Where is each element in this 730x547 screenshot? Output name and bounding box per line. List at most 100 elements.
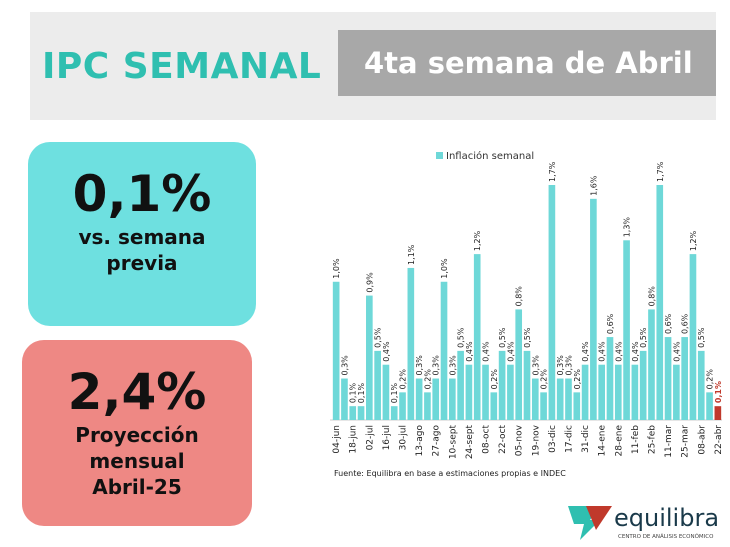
bar [598,364,605,420]
bar [714,406,722,420]
card: 0,1% vs. semana previa [28,142,256,326]
x-tick-label: 27-ago [432,425,442,457]
card-label: vs. semana previa [28,224,256,276]
bar [449,378,456,420]
x-tick-label: 30-jul [399,425,409,450]
value-label: 1,3% [623,217,632,238]
line: Proyección [75,423,199,447]
x-tick-label: 13-ago [415,425,425,457]
value-label: 1,2% [689,230,698,251]
value-label: 0,2% [399,369,408,390]
bar [606,337,614,420]
value-label: 1,2% [473,230,482,251]
logo-name: equilibra [614,504,719,532]
x-tick-label: 31-dic [581,425,591,453]
bar [440,281,448,420]
bar [540,392,547,420]
bar [523,350,531,420]
value-label: 1,1% [407,244,416,265]
value-label: 0,1% [349,382,358,403]
value-label: 0,1% [357,382,366,403]
bar [399,392,406,420]
legend-swatch [436,152,443,159]
bar [432,378,440,420]
bar [590,198,597,420]
bar [548,185,556,420]
line: vs. semana [78,225,206,249]
value-label: 0,5% [498,327,507,348]
card-value: 0,1% [72,165,212,223]
x-tick-label: 25-mar [681,425,691,458]
bar [415,378,423,420]
bar [614,364,622,420]
title: IPC SEMANAL [42,46,322,87]
bar [565,378,572,420]
bar [581,364,589,420]
x-tick-label: 18-jun [349,425,359,454]
x-tick-label: 10-sept [448,425,458,460]
value-label: 0,4% [598,341,607,362]
bar [374,350,381,420]
value-label: 0,4% [614,341,623,362]
bar [498,350,506,420]
value-label: 0,4% [482,341,491,362]
bar [697,350,705,420]
value-label: 0,4% [581,341,590,362]
x-tick-label: 24-sept [465,425,475,460]
value-label: 1,7% [548,161,557,182]
legend-label: Inflación semanal [446,150,534,162]
x-tick-label: 08-abr [697,425,707,455]
bar [457,350,464,420]
logo-mark [586,506,612,530]
value-label: 1,0% [332,258,341,279]
value-label: 0,5% [374,327,383,348]
bar [482,364,489,420]
x-tick-label: 16-jul [382,425,392,450]
x-tick-label: 04-jun [332,425,342,454]
bar [490,392,498,420]
value-label: 0,5% [457,327,466,348]
value-label: 1,6% [589,175,598,196]
value-label: 0,3% [415,355,424,376]
bar [531,378,539,420]
x-tick-label: 11-feb [631,425,641,454]
banner: IPC SEMANAL 4ta semana de Abril [30,12,716,120]
bar [515,309,523,420]
value-label: 0,4% [382,341,391,362]
bar [631,364,639,420]
bar [664,337,672,420]
bar [357,406,365,420]
value-label: 0,2% [423,369,432,390]
value-label: 0,5% [639,327,648,348]
bar [341,378,348,420]
value-label: 0,3% [448,355,457,376]
bar [573,392,581,420]
value-label: 0,1% [390,382,399,403]
value-label: 0,2% [540,369,549,390]
value-label: 0,3% [340,355,349,376]
bar [623,240,630,420]
bar [390,406,398,420]
subtitle: 4ta semana de Abril [338,30,716,96]
value-label: 0,6% [606,313,615,334]
value-label: 0,6% [664,313,673,334]
bar [332,281,340,420]
value-label: 0,8% [647,286,656,307]
x-tick-label: 28-ene [614,425,624,457]
value-label: 0,3% [531,355,540,376]
value-label: 0,4% [465,341,474,362]
bar [648,309,655,420]
source: Fuente: Equilibra en base a estimaciones… [334,469,566,478]
value-label: 0,9% [365,272,374,293]
x-tick-label: 02-jul [365,425,375,450]
value-label: 0,2% [706,369,715,390]
bar [465,364,473,420]
value-label: 0,4% [506,341,515,362]
bar [556,378,564,420]
bar [706,392,713,420]
value-label: 1,0% [440,258,449,279]
bar [507,364,514,420]
logo-tagline: CENTRO DE ANÁLISIS ECONÓMICO [618,533,714,540]
line: mensual [89,449,185,473]
